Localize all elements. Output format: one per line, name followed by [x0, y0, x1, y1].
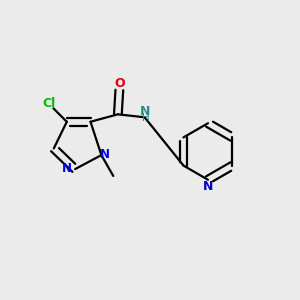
Text: Cl: Cl: [42, 97, 56, 110]
Text: H: H: [142, 113, 149, 123]
Text: N: N: [62, 162, 72, 175]
Text: N: N: [203, 180, 214, 193]
Text: O: O: [114, 77, 125, 90]
Text: N: N: [140, 105, 151, 119]
Text: N: N: [100, 148, 110, 161]
